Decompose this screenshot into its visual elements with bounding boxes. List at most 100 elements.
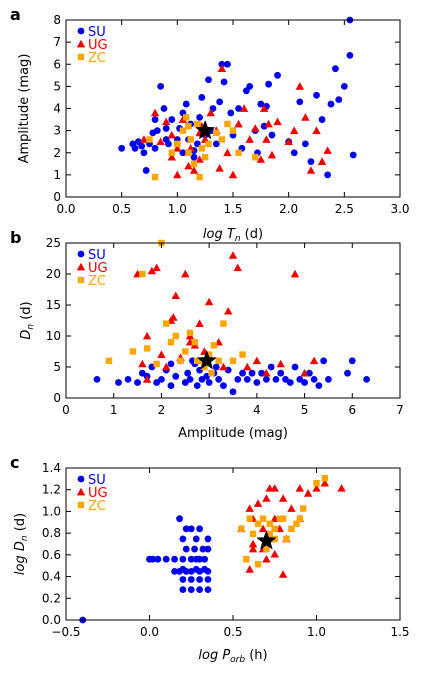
data-point-su [204,567,212,575]
data-point-ug [323,146,332,154]
data-point-ug [312,484,321,492]
y-tick-label: 20 [46,267,61,281]
y-axis-label: Amplitude (mag) [17,54,32,164]
legend-label-su: SU [88,25,106,40]
data-point-zc [190,160,198,168]
data-point-ug [317,157,327,165]
data-point-ug [301,113,310,121]
data-point-su [191,545,198,553]
data-point-su [204,545,212,553]
legend-label-ug: UG [88,486,108,501]
data-point-zc [194,120,201,128]
data-point-su [246,82,254,90]
data-point-su [227,109,235,117]
data-point-su [267,363,275,371]
data-point-ug [139,135,149,143]
data-point-su [154,555,162,563]
x-tick-label: 3.0 [390,202,409,216]
x-tick-label: 2.5 [335,202,354,216]
data-point-su [315,382,323,389]
y-tick-label: 4 [53,102,61,116]
data-point-zc [299,505,307,512]
data-point-zc [201,153,209,161]
panel-label: a [10,5,21,24]
chart-panel-b: b 0 1 2 3 4 5 6 7 0 5 10 15 20 25 Amplitude (mag) Dn (d)… [10,228,404,441]
data-point-su [172,372,180,380]
data-point-su [290,149,298,157]
data-point-zc [185,123,192,130]
data-point-su [327,100,335,108]
data-point-ug [195,319,204,327]
data-point-su [248,369,256,377]
data-point-su [151,116,159,123]
data-point-zc [208,370,215,377]
data-point-su [115,379,122,386]
x-tick-label: 0.5 [112,202,131,216]
data-points [118,16,357,181]
data-point-su [260,122,268,130]
x-tick-label: 0.0 [56,202,75,216]
data-point-ug [256,155,266,163]
data-point-ug [276,359,285,368]
data-point-ug [270,549,279,558]
data-point-su [160,105,168,112]
data-point-su [307,158,315,166]
x-tick-label: 3 [205,403,213,417]
data-point-ug [312,126,321,134]
y-tick-label: 1.4 [42,461,61,475]
data-point-su [332,65,339,73]
data-point-su [196,576,204,583]
data-point-ug [243,362,252,371]
data-point-ug [228,251,238,259]
y-axis-label: Dn (d) [19,301,36,339]
data-point-zc [313,480,320,487]
data-point-su [171,555,178,563]
data-point-su [179,586,187,593]
data-point-su [196,525,204,533]
data-point-su [186,376,194,383]
legend-marker-ug [76,39,86,48]
y-tick-label: 7 [53,35,61,49]
y-tick-label: 1.2 [42,483,61,497]
data-point-zc [229,357,237,364]
data-point-su [212,140,220,148]
legend-label-su: SU [88,473,106,488]
data-point-su [363,376,370,383]
data-point-zc [198,145,206,152]
data-point-zc [279,515,287,522]
data-point-su [198,94,206,101]
data-point-ug [306,166,316,174]
y-tick-label: 3 [53,124,61,138]
data-points [79,474,346,624]
data-point-su [179,535,187,543]
data-point-ug [239,104,249,112]
legend-label-su: SU [88,248,106,263]
data-point-zc [174,140,181,148]
data-point-ug [150,108,160,117]
data-point-su [204,586,212,593]
y-tick-label: 2 [53,146,61,160]
data-point-zc [215,357,222,364]
data-point-ug [147,266,157,275]
x-axis-label: log Porb (h) [198,648,267,665]
data-point-su [192,535,200,543]
y-tick-label: 5 [53,79,61,93]
y-tick-label: 6 [53,57,61,71]
data-point-su [220,382,227,389]
data-point-zc [220,320,227,327]
data-point-zc [276,515,283,522]
panel-label: c [10,453,19,472]
y-tick-label: 15 [46,298,61,312]
y-tick-label: 1.0 [42,504,61,518]
data-point-ug [262,369,271,377]
data-point-zc [186,329,194,337]
data-point-su [291,363,299,371]
data-point-ug [189,166,199,174]
data-point-zc [185,149,192,156]
data-point-zc [163,320,170,327]
data-point-zc [238,525,245,532]
data-point-zc [266,530,273,538]
x-tick-label: 2.0 [279,202,298,216]
y-tick-label: 0 [53,391,61,405]
data-point-su [138,142,146,150]
